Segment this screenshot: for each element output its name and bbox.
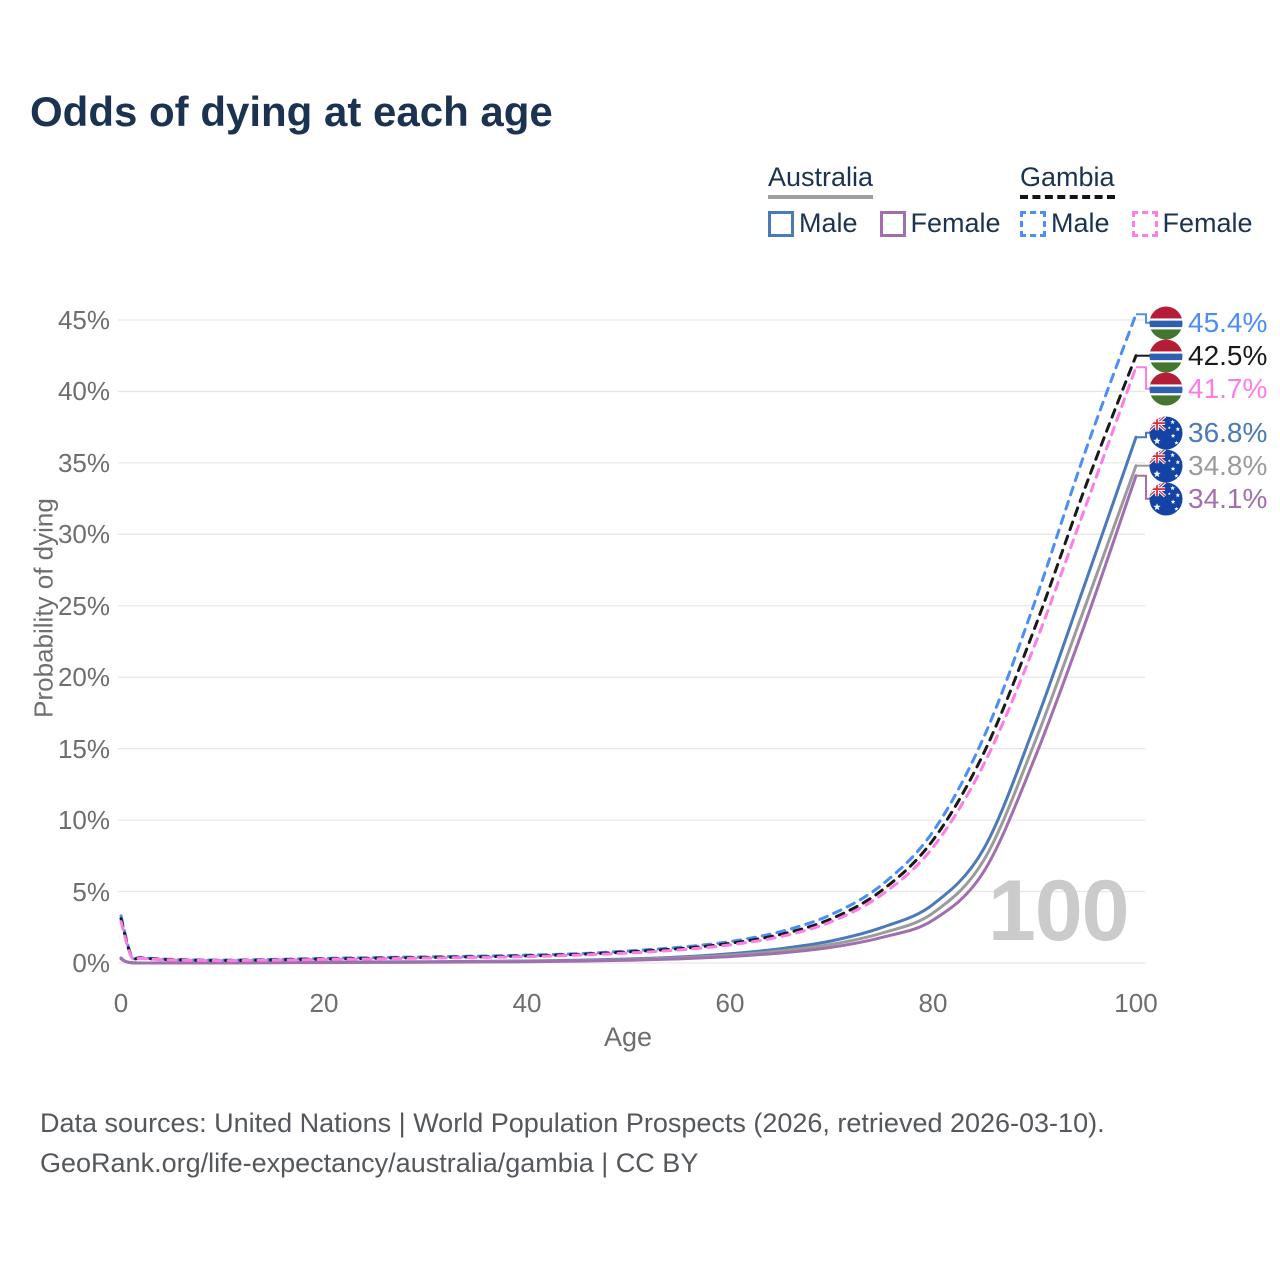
series-line-gambia_male[interactable] bbox=[119, 312, 1138, 962]
australia-flag-icon bbox=[1149, 449, 1183, 483]
end-label-gambia_female: 41.7% bbox=[1149, 372, 1267, 406]
y-tick-label: 15% bbox=[57, 733, 110, 764]
gambia-flag-icon bbox=[1149, 306, 1183, 340]
legend-row-gambia: Male Female bbox=[1020, 208, 1275, 239]
end-label-gambia_persons: 42.5% bbox=[1149, 339, 1267, 373]
legend-country-gambia[interactable]: Gambia bbox=[1020, 163, 1115, 200]
end-label-connector bbox=[1136, 366, 1150, 390]
footer: Data sources: United Nations | World Pop… bbox=[40, 1104, 1105, 1183]
end-label-value: 36.8% bbox=[1188, 416, 1268, 448]
y-tick-label: 30% bbox=[57, 519, 110, 550]
legend-group-australia: Australia Male Female bbox=[768, 163, 1023, 239]
page-title: Odds of dying at each age bbox=[30, 88, 553, 135]
y-tick-label: 35% bbox=[57, 447, 110, 478]
y-tick-label: 10% bbox=[57, 805, 110, 836]
australia-flag-icon bbox=[1149, 482, 1183, 516]
legend-country-australia[interactable]: Australia bbox=[768, 163, 874, 200]
y-tick-label: 25% bbox=[57, 590, 110, 621]
y-tick-label: 5% bbox=[72, 876, 110, 907]
end-label-value: 42.5% bbox=[1188, 339, 1268, 371]
gambia-female-swatch-icon bbox=[1131, 210, 1158, 237]
x-tick-label: 60 bbox=[715, 988, 745, 1018]
series-line-australia_persons[interactable] bbox=[119, 464, 1138, 965]
legend-label-australia-female: Female bbox=[910, 208, 1001, 239]
end-label-value: 45.4% bbox=[1188, 306, 1268, 338]
y-tick-label: 45% bbox=[57, 304, 110, 335]
end-label-connector bbox=[1136, 313, 1150, 324]
australia-male-swatch-icon bbox=[768, 210, 794, 237]
end-label-value: 34.8% bbox=[1188, 449, 1268, 481]
footer-data-sources: Data sources: United Nations | World Pop… bbox=[40, 1108, 1105, 1138]
end-label-australia_male: 36.8% bbox=[1149, 416, 1267, 450]
end-label-value: 34.1% bbox=[1188, 482, 1268, 514]
gambia-male-swatch-icon bbox=[1020, 210, 1046, 237]
x-tick-label: 0 bbox=[113, 988, 129, 1018]
legend-row-australia: Male Female bbox=[768, 208, 1023, 239]
y-tick-label: 20% bbox=[57, 662, 110, 693]
legend-group-gambia: Gambia Male Female bbox=[1020, 163, 1275, 239]
end-label-connector bbox=[1136, 431, 1150, 439]
x-tick-label: 40 bbox=[512, 988, 542, 1018]
age-counter-watermark: 100 bbox=[988, 863, 1129, 959]
x-axis-title: Age bbox=[603, 1022, 653, 1052]
end-label-value: 41.7% bbox=[1188, 372, 1268, 404]
gambia-flag-icon bbox=[1149, 339, 1183, 373]
australia-flag-icon bbox=[1149, 416, 1183, 450]
x-tick-label: 20 bbox=[309, 988, 339, 1018]
legend-label-gambia-female: Female bbox=[1162, 208, 1253, 239]
legend-item-australia-female[interactable]: Female bbox=[879, 208, 1001, 239]
y-tick-label: 0% bbox=[72, 948, 110, 978]
x-tick-label: 80 bbox=[918, 988, 948, 1018]
legend-item-australia-male[interactable]: Male bbox=[768, 208, 858, 239]
legend-label-australia-male: Male bbox=[799, 208, 858, 239]
end-label-gambia_male: 45.4% bbox=[1149, 306, 1267, 340]
legend-item-gambia-male[interactable]: Male bbox=[1020, 208, 1110, 239]
y-tick-label: 40% bbox=[57, 376, 110, 407]
gambia-flag-icon bbox=[1149, 372, 1183, 406]
end-label-australia_female: 34.1% bbox=[1149, 482, 1267, 516]
legend-item-gambia-female[interactable]: Female bbox=[1131, 208, 1253, 239]
series-line-gambia_female[interactable] bbox=[119, 365, 1138, 963]
legend-label-gambia-male: Male bbox=[1051, 208, 1110, 239]
x-tick-label: 100 bbox=[1114, 988, 1158, 1018]
end-label-connector bbox=[1136, 474, 1150, 500]
footer-attribution: GeoRank.org/life-expectancy/australia/ga… bbox=[40, 1147, 699, 1178]
series-line-australia_male[interactable] bbox=[119, 435, 1138, 965]
australia-female-swatch-icon bbox=[879, 210, 906, 237]
end-label-australia_persons: 34.8% bbox=[1149, 449, 1267, 483]
series-line-australia_female[interactable] bbox=[119, 474, 1138, 965]
